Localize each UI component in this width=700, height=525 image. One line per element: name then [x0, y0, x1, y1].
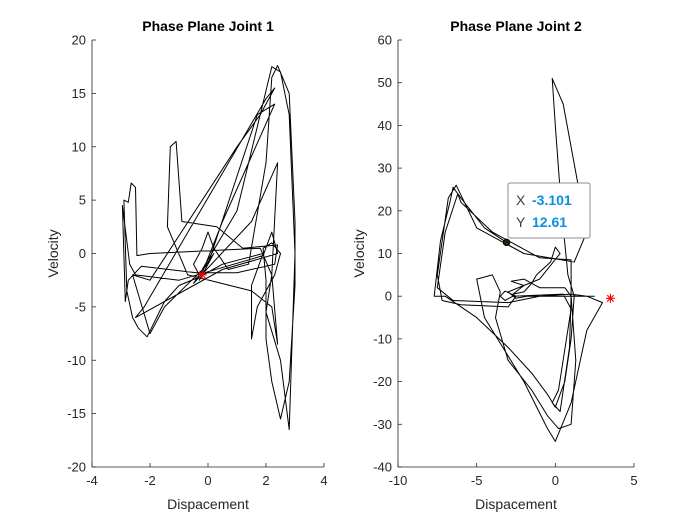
y-tick-label-joint2: -10: [373, 331, 392, 346]
y-tick-label-joint2: -40: [373, 460, 392, 475]
x-tick-label-joint2: -5: [471, 473, 483, 488]
y-tick-label-joint1: -10: [67, 353, 86, 368]
marker-asterisk-joint1: [197, 270, 207, 280]
y-tick-label-joint1: 20: [72, 33, 86, 48]
x-tick-label-joint1: 4: [320, 473, 327, 488]
x-tick-label-joint2: -10: [389, 473, 408, 488]
data-tip-box: [507, 182, 591, 239]
y-tick-label-joint1: 5: [79, 193, 86, 208]
y-tick-label-joint1: 0: [79, 246, 86, 261]
data-tip[interactable]: X -3.101 Y 12.61: [502, 182, 591, 247]
y-tick-label-joint2: 30: [378, 161, 392, 176]
chart-title-joint1: Phase Plane Joint 1: [142, 18, 274, 34]
trajectory-line-joint1: [121, 65, 296, 431]
y-tick-label-joint2: 60: [378, 33, 392, 48]
x-axis-label-joint1: Dispacement: [167, 496, 249, 512]
y-axis-label-joint1: Velocity: [45, 229, 61, 277]
trajectory-line-joint2: [433, 77, 603, 442]
y-tick-label-joint1: -20: [67, 460, 86, 475]
data-tip-y-value: 12.61: [532, 214, 567, 230]
y-tick-label-joint2: 10: [378, 246, 392, 261]
data-tip-y-key: Y: [516, 214, 526, 230]
y-tick-label-joint2: -20: [373, 374, 392, 389]
y-tick-label-joint2: 40: [378, 118, 392, 133]
x-tick-label-joint1: 0: [204, 473, 211, 488]
axes-joint2-frame: [397, 40, 634, 468]
chart-title-joint2: Phase Plane Joint 2: [450, 18, 582, 34]
axes-joint2: -10 -5 0 5 -40 -30 -20 -10 0 10 20 30 40 50 60 Phase P…: [351, 18, 638, 512]
data-tip-x-key: X: [516, 192, 526, 208]
x-tick-label-joint1: 2: [262, 473, 269, 488]
y-axis-label-joint2: Velocity: [351, 229, 367, 277]
x-tick-label-joint2: 5: [630, 473, 637, 488]
y-tick-label-joint1: -15: [67, 406, 86, 421]
x-tick-label-joint2: 0: [552, 473, 559, 488]
x-tick-label-joint1: -4: [86, 473, 98, 488]
marker-asterisk-joint2: [605, 293, 615, 303]
data-tip-x-value: -3.101: [532, 192, 572, 208]
x-axis-label-joint2: Dispacement: [475, 496, 557, 512]
y-tick-label-joint1: 15: [72, 86, 86, 101]
x-tick-label-joint1: -2: [144, 473, 156, 488]
y-tick-label-joint1: 10: [72, 139, 86, 154]
y-tick-label-joint2: 0: [385, 289, 392, 304]
data-tip-point[interactable]: [502, 238, 511, 247]
y-tick-label-joint2: -30: [373, 417, 392, 432]
y-tick-label-joint2: 50: [378, 75, 392, 90]
y-tick-label-joint2: 20: [378, 203, 392, 218]
y-tick-label-joint1: -5: [74, 299, 86, 314]
